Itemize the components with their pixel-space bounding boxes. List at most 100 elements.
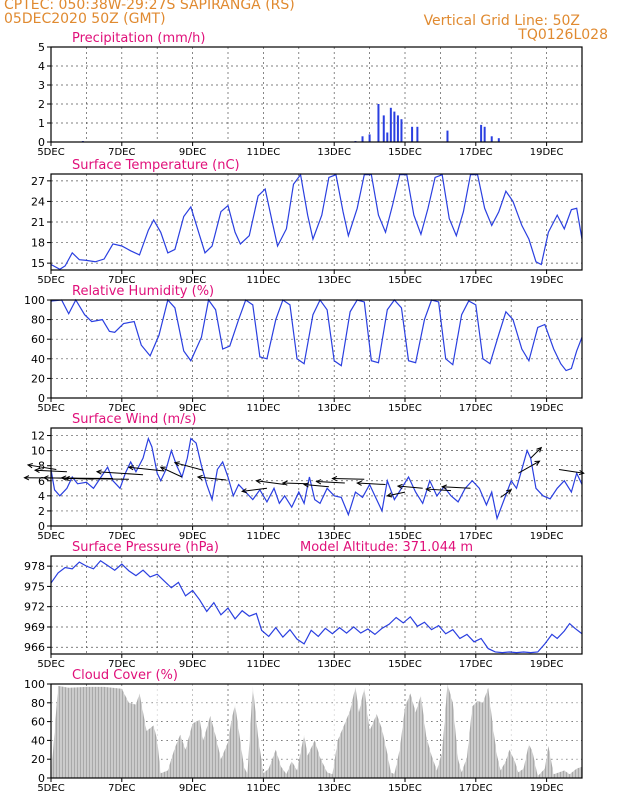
y-tick-label: 966 [24,641,45,654]
x-tick-label: 13DEC [317,403,351,414]
x-tick-label: 9DEC [179,783,206,794]
wind-arrow-head [534,460,541,466]
wind-arrow [558,468,584,474]
wind-arrow [500,489,512,498]
panel-title: Cloud Cover (%) [72,668,178,683]
precipitation-bar [411,126,414,142]
y-tick-label: 6 [38,475,45,488]
y-tick-label: 5 [38,41,45,54]
y-tick-label: 27 [31,175,45,188]
x-tick-label: 11DEC [247,659,281,670]
x-tick-label: 9DEC [179,659,206,670]
panel-frame [50,299,583,399]
wind-arrow-head [302,482,309,488]
x-tick-label: 15DEC [388,147,422,158]
y-tick-label: 80 [31,314,45,327]
precipitation-bar [497,138,500,142]
wind-arrow [160,466,183,478]
x-tick-label: 5DEC [37,275,64,286]
series-line-1 [50,173,583,271]
wind-arrow [442,486,471,489]
wind-arrow [128,466,165,472]
x-tick-label: 7DEC [108,147,135,158]
x-tick-label: 19DEC [530,531,564,542]
y-tick-label: 8 [38,460,45,473]
wind-arrow [65,478,129,480]
x-tick-label: 11DEC [247,147,281,158]
y-tick-label: 40 [31,734,45,747]
wind-arrow [357,482,386,486]
y-tick-label: 100 [24,294,45,307]
x-tick-label: 5DEC [37,531,64,542]
y-tick-label: 2 [38,505,45,518]
x-tick-label: 15DEC [388,275,422,286]
y-tick-label: 100 [24,678,45,691]
x-tick-label: 15DEC [388,531,422,542]
x-tick-label: 5DEC [37,147,64,158]
wind-arrow [518,460,540,474]
x-tick-label: 9DEC [179,275,206,286]
x-tick-label: 19DEC [530,147,564,158]
x-tick-label: 19DEC [530,659,564,670]
precipitation-bar [416,126,419,142]
panel-frame [50,555,583,655]
header-grid-note: Vertical Grid Line: 50Z [423,13,580,29]
y-tick-label: 975 [24,580,45,593]
y-tick-label: 4 [38,60,45,73]
wind-arrow [304,484,329,488]
y-tick-label: 1 [38,117,45,130]
wind-arrow-head [196,474,203,481]
x-tick-label: 9DEC [179,403,206,414]
y-tick-label: 21 [31,216,45,229]
x-tick-label: 11DEC [247,275,281,286]
wind-arrow-head [506,489,513,495]
x-tick-label: 13DEC [317,147,351,158]
precipitation-bar [483,126,486,142]
x-tick-label: 5DEC [37,659,64,670]
y-tick-label: 0 [38,772,45,785]
precipitation-bar [377,104,380,142]
series-line-2 [50,298,583,372]
x-tick-label: 17DEC [459,531,493,542]
x-tick-label: 13DEC [317,275,351,286]
y-tick-label: 24 [31,195,45,208]
x-tick-label: 15DEC [388,783,422,794]
x-tick-label: 7DEC [108,403,135,414]
y-tick-label: 969 [24,621,45,634]
wind-arrow-head [26,463,33,469]
wind-arrow [256,480,285,486]
wind-arrow-head [64,475,70,482]
y-tick-label: 0 [38,520,45,533]
x-tick-label: 19DEC [530,783,564,794]
x-tick-label: 15DEC [388,403,422,414]
x-tick-label: 7DEC [108,783,135,794]
panel-frame [50,427,583,527]
x-tick-label: 19DEC [530,275,564,286]
x-tick-label: 11DEC [247,783,281,794]
wind-arrow [530,447,542,459]
series-line-4 [50,559,583,654]
wind-arrow [316,481,345,484]
y-tick-label: 80 [31,697,45,710]
y-tick-label: 3 [38,79,45,92]
precipitation-bar [368,134,371,142]
y-tick-label: 978 [24,560,45,573]
panel-frame [50,683,583,779]
wind-arrow-head [315,479,322,485]
x-tick-label: 5DEC [37,783,64,794]
wind-arrow [174,462,204,471]
wind-arrow-head [173,461,180,467]
wind-arrow-head [127,465,134,471]
y-tick-label: 40 [31,353,45,366]
x-tick-label: 17DEC [459,275,493,286]
x-tick-label: 13DEC [317,659,351,670]
wind-arrow [242,487,268,492]
y-tick-label: 972 [24,601,45,614]
x-tick-label: 17DEC [459,783,493,794]
wind-arrow [397,485,423,489]
y-tick-label: 60 [31,716,45,729]
wind-arrow [197,476,227,481]
x-tick-label: 11DEC [247,531,281,542]
x-tick-label: 9DEC [179,531,206,542]
